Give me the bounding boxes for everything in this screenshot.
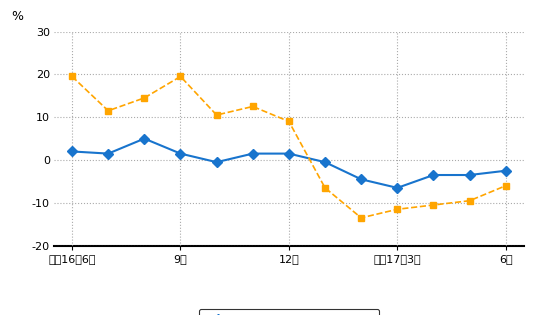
Legend: 総実労働時間, 所定外労働時間: 総実労働時間, 所定外労働時間 [199, 309, 379, 315]
Text: %: % [12, 10, 24, 23]
